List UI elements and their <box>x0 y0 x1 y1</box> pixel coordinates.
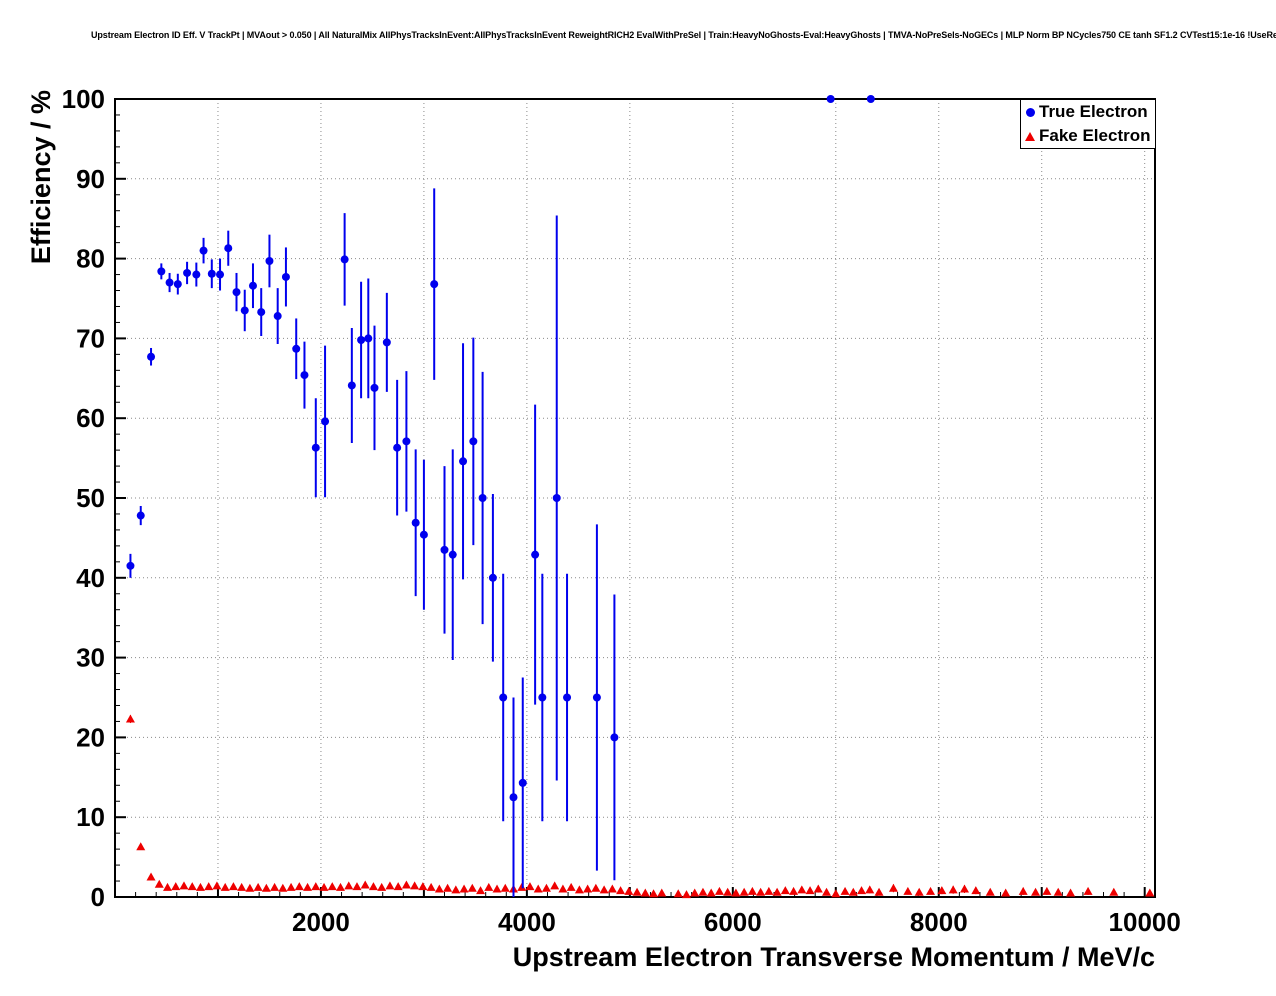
svg-text:90: 90 <box>76 164 105 194</box>
fake-electron-marker-icon <box>1021 131 1039 141</box>
svg-text:60: 60 <box>76 403 105 433</box>
svg-text:70: 70 <box>76 323 105 353</box>
svg-text:0: 0 <box>91 882 105 912</box>
legend-label-fake-electron: Fake Electron <box>1039 126 1151 145</box>
svg-text:50: 50 <box>76 483 105 513</box>
svg-text:20: 20 <box>76 722 105 752</box>
svg-text:40: 40 <box>76 563 105 593</box>
svg-text:6000: 6000 <box>704 907 762 937</box>
svg-text:10: 10 <box>76 802 105 832</box>
x-axis-title: Upstream Electron Transverse Momentum / … <box>512 942 1155 972</box>
legend-entry-true-electron: True Electron <box>1021 100 1155 124</box>
svg-text:4000: 4000 <box>498 907 556 937</box>
svg-text:2000: 2000 <box>292 907 350 937</box>
legend-entry-fake-electron: Fake Electron <box>1021 124 1155 148</box>
legend: True Electron Fake Electron <box>1020 99 1156 149</box>
svg-text:10000: 10000 <box>1109 907 1181 937</box>
true-electron-marker-icon <box>1021 107 1039 117</box>
svg-text:100: 100 <box>62 84 105 114</box>
svg-text:8000: 8000 <box>910 907 968 937</box>
page-title: Upstream Electron ID Eff. V TrackPt | MV… <box>91 30 1276 40</box>
y-axis-title: Efficiency / % <box>26 90 56 265</box>
legend-label-true-electron: True Electron <box>1039 102 1148 121</box>
svg-text:30: 30 <box>76 643 105 673</box>
svg-text:80: 80 <box>76 244 105 274</box>
